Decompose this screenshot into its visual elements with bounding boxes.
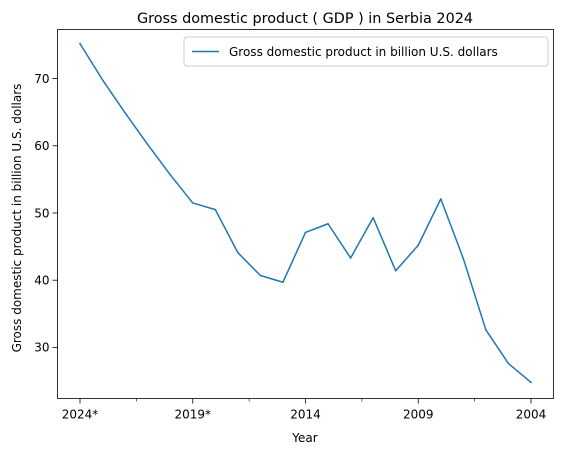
data-point — [440, 198, 442, 200]
y-tick-label: 40 — [34, 274, 49, 288]
x-axis: 2024* 2019* 2014 2009 2004 — [62, 399, 547, 422]
y-tick-label: 60 — [34, 139, 49, 153]
data-point — [418, 245, 420, 247]
x-tick-label: 2009 — [403, 408, 434, 422]
x-axis-label: Year — [291, 431, 317, 445]
data-point — [305, 232, 307, 234]
data-point — [124, 112, 126, 114]
data-point — [372, 217, 374, 219]
y-tick-label: 50 — [34, 206, 49, 220]
data-point — [463, 258, 465, 260]
data-point — [192, 202, 194, 204]
y-tick-label: 30 — [34, 341, 49, 355]
data-point — [102, 79, 104, 81]
data-point — [282, 281, 284, 283]
x-tick-label: 2014 — [290, 408, 321, 422]
y-axis: 30 40 50 60 70 — [34, 72, 57, 355]
data-point — [169, 174, 171, 176]
data-point — [327, 223, 329, 225]
y-axis-label: Gross domestic product in billion U.S. d… — [10, 84, 24, 353]
plot-area — [79, 43, 532, 383]
series-line-gdp — [80, 44, 531, 383]
data-point — [508, 363, 510, 365]
y-tick-label: 70 — [34, 72, 49, 86]
data-point — [260, 275, 262, 277]
data-point — [530, 382, 532, 384]
data-point — [215, 209, 217, 211]
data-point — [350, 257, 352, 259]
data-point — [237, 252, 239, 254]
data-point — [395, 270, 397, 272]
x-tick-label: 2019* — [174, 408, 211, 422]
legend: Gross domestic product in billion U.S. d… — [184, 37, 548, 66]
data-point — [147, 144, 149, 146]
legend-entry-label: Gross domestic product in billion U.S. d… — [229, 45, 498, 59]
x-tick-label: 2024* — [62, 408, 99, 422]
plot-frame — [58, 30, 554, 399]
data-point — [485, 329, 487, 331]
x-tick-label: 2004 — [516, 408, 547, 422]
data-point — [79, 43, 81, 45]
chart-title: Gross domestic product ( GDP ) in Serbia… — [137, 11, 473, 27]
